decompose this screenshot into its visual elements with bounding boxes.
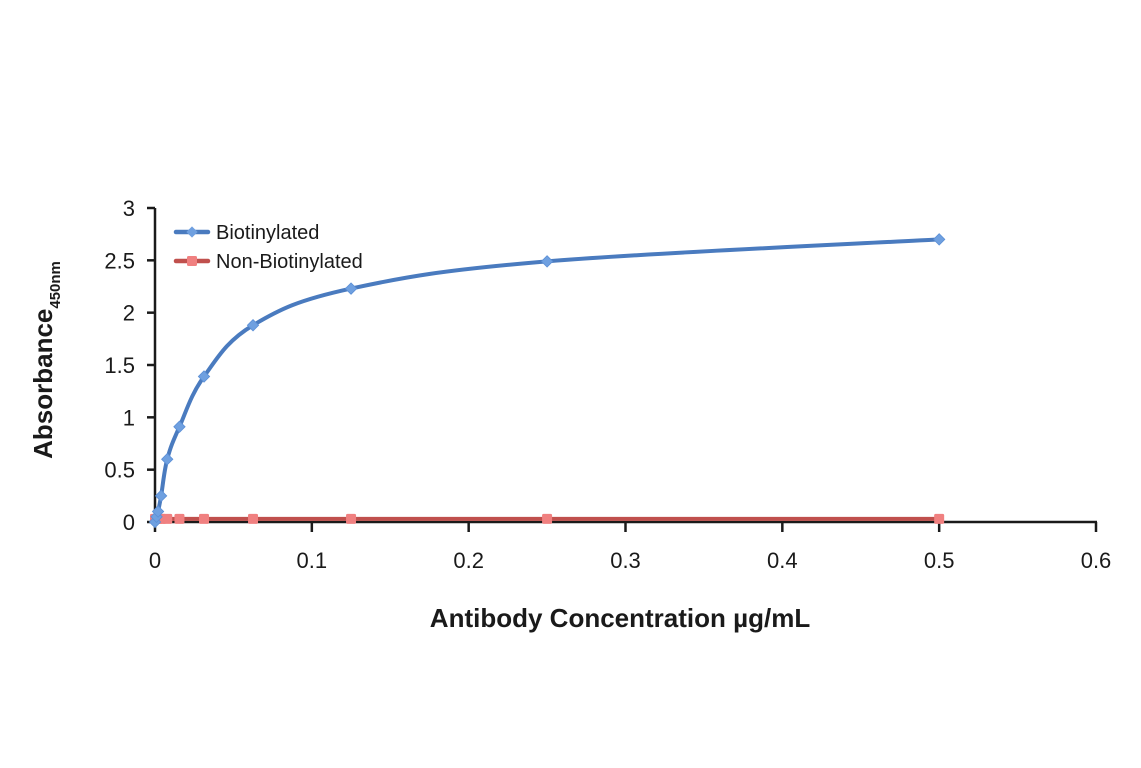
legend-item: Non-Biotinylated [173,251,363,273]
x-tick-label: 0.2 [453,548,484,573]
x-tick-label: 0 [149,548,161,573]
legend-marker-diamond-icon [186,226,198,238]
y-tick-label: 0.5 [104,458,135,483]
x-axis-title: Antibody Concentration µg/mL [430,603,811,633]
data-point-diamond [173,420,186,433]
legend-label: Non-Biotinylated [216,251,363,273]
data-point-square [174,513,185,524]
x-tick-label: 0.3 [610,548,641,573]
series-line [153,237,940,523]
y-tick-label: 1 [123,405,135,430]
svg-text:Absorbance450nm: Absorbance450nm [28,261,64,459]
y-tick-label: 2.5 [104,248,135,273]
x-tick-label: 0.1 [297,548,328,573]
legend-label: Biotinylated [216,222,319,244]
x-tick-label: 0.4 [767,548,798,573]
data-point-diamond [932,233,946,246]
y-axis-title: Absorbance450nm [28,261,64,459]
data-point-diamond [197,370,211,383]
data-point-square [162,513,173,524]
x-tick-label: 0.5 [924,548,955,573]
y-tick-label: 3 [123,196,135,221]
data-point-square [934,513,945,524]
data-point-diamond [161,452,174,466]
legend: Biotinylated Non-Biotinylated [173,222,363,273]
y-tick-label: 2 [123,301,135,326]
data-point-diamond [154,489,168,503]
data-point-diamond [151,505,165,518]
data-point-diamond [344,282,358,295]
y-tick-label: 0 [123,510,135,535]
y-tick-label: 1.5 [104,353,135,378]
data-point-square [248,513,259,524]
data-point-square [346,513,357,524]
axes: 0 0.5 1 1.5 2 2.5 3 0 0.1 0.2 0.3 0.4 0.5 0.6 [104,196,1111,573]
series-layer [148,233,946,529]
data-point-square [199,513,210,524]
y-axis-title-main: Absorbance [28,309,58,459]
series-biotinylated [148,233,946,529]
legend-marker-square-icon [187,256,197,266]
x-tick-label: 0.6 [1081,548,1112,573]
y-axis-title-subscript: 450nm [47,261,64,309]
legend-item: Biotinylated [173,222,319,244]
data-point-diamond [246,319,260,332]
data-point-square [542,513,553,524]
data-point-diamond [540,255,554,268]
